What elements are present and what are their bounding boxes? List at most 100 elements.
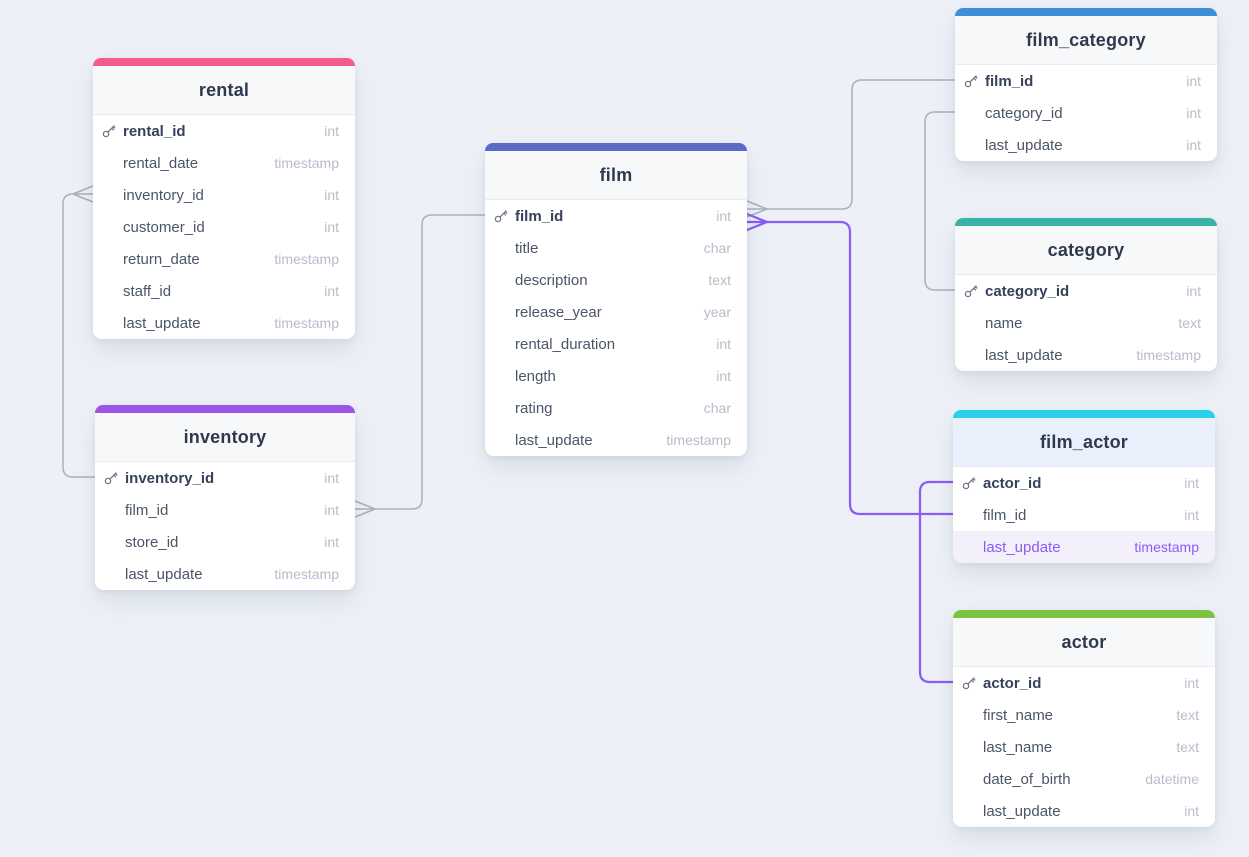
field-row-inventory-last_update[interactable]: last_update timestamp bbox=[95, 558, 355, 590]
table-header-film_category[interactable]: film_category bbox=[955, 16, 1217, 65]
field-type: datetime bbox=[1145, 771, 1199, 787]
field-name: rating bbox=[515, 399, 553, 417]
field-type: int bbox=[716, 368, 731, 384]
table-header-inventory[interactable]: inventory bbox=[95, 413, 355, 462]
field-type: int bbox=[1186, 105, 1201, 121]
field-row-category-last_update[interactable]: last_update timestamp bbox=[955, 339, 1217, 371]
field-row-film-title[interactable]: title char bbox=[485, 232, 747, 264]
table-header-film[interactable]: film bbox=[485, 151, 747, 200]
field-row-rental-customer_id[interactable]: customer_id int bbox=[93, 211, 355, 243]
field-row-film-rating[interactable]: rating char bbox=[485, 392, 747, 424]
field-row-film-description[interactable]: description text bbox=[485, 264, 747, 296]
field-row-film-film_id[interactable]: film_id int bbox=[485, 200, 747, 232]
field-row-rental-staff_id[interactable]: staff_id int bbox=[93, 275, 355, 307]
table-accent-bar bbox=[485, 143, 747, 151]
field-name: first_name bbox=[983, 706, 1054, 724]
field-name: inventory_id bbox=[123, 186, 204, 204]
field-row-category-name[interactable]: name text bbox=[955, 307, 1217, 339]
field-row-rental-rental_id[interactable]: rental_id int bbox=[93, 115, 355, 147]
field-row-inventory-inventory_id[interactable]: inventory_id int bbox=[95, 462, 355, 494]
field-type: text bbox=[1176, 739, 1199, 755]
crow-foot-marker bbox=[745, 212, 769, 232]
connection-film_category-category bbox=[924, 111, 956, 291]
field-type: int bbox=[716, 208, 731, 224]
connector-line bbox=[766, 79, 956, 210]
field-name: last_update bbox=[515, 431, 593, 449]
field-name: last_update bbox=[985, 136, 1063, 154]
field-row-film_category-film_id[interactable]: film_id int bbox=[955, 65, 1217, 97]
table-rows: category_id int name text last_update timesta… bbox=[955, 275, 1217, 371]
connection-film_actor-actor bbox=[918, 480, 955, 684]
crow-foot-marker bbox=[72, 185, 94, 203]
field-type: int bbox=[324, 219, 339, 235]
table-header-rental[interactable]: rental bbox=[93, 66, 355, 115]
field-row-rental-inventory_id[interactable]: inventory_id int bbox=[93, 179, 355, 211]
key-icon bbox=[494, 210, 508, 223]
field-row-actor-first_name[interactable]: first_name text bbox=[953, 699, 1215, 731]
table-film[interactable]: film film_id int title char description text re… bbox=[485, 143, 747, 456]
table-film_category[interactable]: film_category film_id int category_id int las… bbox=[955, 8, 1217, 161]
field-row-rental-last_update[interactable]: last_update timestamp bbox=[93, 307, 355, 339]
field-type: text bbox=[1178, 315, 1201, 331]
table-header-category[interactable]: category bbox=[955, 226, 1217, 275]
table-accent-bar bbox=[953, 410, 1215, 418]
table-inventory[interactable]: inventory inventory_id int film_id int store_… bbox=[95, 405, 355, 590]
field-row-actor-actor_id[interactable]: actor_id int bbox=[953, 667, 1215, 699]
key-icon bbox=[104, 472, 118, 485]
field-type: int bbox=[324, 283, 339, 299]
connection-film-film_actor bbox=[745, 212, 955, 516]
crow-foot-marker bbox=[354, 500, 376, 518]
table-rows: actor_id int film_id int last_update timestam… bbox=[953, 467, 1215, 563]
field-name: customer_id bbox=[123, 218, 205, 236]
field-name: last_update bbox=[125, 565, 203, 583]
field-name: return_date bbox=[123, 250, 200, 268]
field-type: int bbox=[324, 123, 339, 139]
table-header-actor[interactable]: actor bbox=[953, 618, 1215, 667]
field-row-film_actor-actor_id[interactable]: actor_id int bbox=[953, 467, 1215, 499]
table-film_actor[interactable]: film_actor actor_id int film_id int last_upda… bbox=[953, 410, 1215, 563]
field-row-rental-rental_date[interactable]: rental_date timestamp bbox=[93, 147, 355, 179]
field-row-inventory-film_id[interactable]: film_id int bbox=[95, 494, 355, 526]
table-rental[interactable]: rental rental_id int rental_date timestamp in… bbox=[93, 58, 355, 339]
field-row-film_category-category_id[interactable]: category_id int bbox=[955, 97, 1217, 129]
field-row-film_actor-film_id[interactable]: film_id int bbox=[953, 499, 1215, 531]
field-row-film-rental_duration[interactable]: rental_duration int bbox=[485, 328, 747, 360]
field-row-film_category-last_update[interactable]: last_update int bbox=[955, 129, 1217, 161]
field-type: timestamp bbox=[1134, 539, 1199, 555]
table-actor[interactable]: actor actor_id int first_name text last_name t… bbox=[953, 610, 1215, 827]
field-row-actor-date_of_birth[interactable]: date_of_birth datetime bbox=[953, 763, 1215, 795]
table-header-film_actor[interactable]: film_actor bbox=[953, 418, 1215, 467]
field-name: rental_id bbox=[123, 122, 186, 140]
table-title: film_category bbox=[1026, 29, 1146, 50]
field-name: rental_date bbox=[123, 154, 199, 172]
field-row-category-category_id[interactable]: category_id int bbox=[955, 275, 1217, 307]
field-type: text bbox=[1176, 707, 1199, 723]
field-name: last_update bbox=[123, 314, 201, 332]
table-category[interactable]: category category_id int name text last_updat… bbox=[955, 218, 1217, 371]
table-accent-bar bbox=[953, 610, 1215, 618]
field-row-rental-return_date[interactable]: return_date timestamp bbox=[93, 243, 355, 275]
field-type: timestamp bbox=[666, 432, 731, 448]
field-name: actor_id bbox=[983, 674, 1042, 692]
table-title: film_actor bbox=[1039, 431, 1129, 452]
field-name: category_id bbox=[985, 282, 1070, 300]
field-row-actor-last_update[interactable]: last_update int bbox=[953, 795, 1215, 827]
field-name: film_id bbox=[983, 506, 1027, 524]
field-row-film_actor-last_update[interactable]: last_update timestamp bbox=[953, 531, 1215, 563]
field-row-actor-last_name[interactable]: last_name text bbox=[953, 731, 1215, 763]
field-type: timestamp bbox=[1136, 347, 1201, 363]
field-row-inventory-store_id[interactable]: store_id int bbox=[95, 526, 355, 558]
field-type: char bbox=[703, 400, 731, 416]
connector-line bbox=[765, 220, 955, 516]
field-type: int bbox=[1184, 675, 1199, 691]
field-name: description bbox=[515, 271, 588, 289]
field-name: last_update bbox=[985, 346, 1063, 364]
field-row-film-last_update[interactable]: last_update timestamp bbox=[485, 424, 747, 456]
field-name: last_update bbox=[983, 802, 1061, 820]
connection-rental-inventory bbox=[62, 185, 96, 478]
field-row-film-release_year[interactable]: release_year year bbox=[485, 296, 747, 328]
field-row-film-length[interactable]: length int bbox=[485, 360, 747, 392]
table-title: rental bbox=[198, 79, 250, 100]
